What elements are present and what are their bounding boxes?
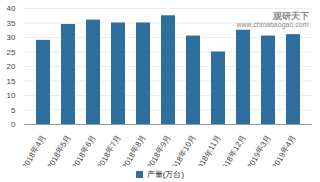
- svg-text:5: 5: [11, 106, 16, 115]
- svg-text:2018年8月: 2018年8月: [121, 133, 148, 166]
- svg-text:2018年6月: 2018年6月: [71, 133, 98, 166]
- svg-text:2018年11月: 2018年11月: [194, 133, 223, 166]
- svg-text:2019年3月: 2019年3月: [246, 133, 273, 166]
- svg-text:10: 10: [7, 91, 16, 100]
- svg-text:2018年4月: 2018年4月: [21, 133, 48, 166]
- svg-text:2018年12月: 2018年12月: [218, 133, 247, 166]
- svg-text:2018年10月: 2018年10月: [168, 133, 197, 166]
- svg-text:2019年4月: 2019年4月: [271, 133, 298, 166]
- svg-text:15: 15: [7, 77, 16, 86]
- svg-text:2018年5月: 2018年5月: [46, 133, 73, 166]
- svg-text:2018年9月: 2018年9月: [146, 133, 173, 166]
- svg-text:30: 30: [7, 33, 16, 42]
- svg-text:观研天下: 观研天下: [272, 11, 309, 21]
- svg-text:2018年7月: 2018年7月: [96, 133, 123, 166]
- svg-text:0: 0: [11, 120, 16, 129]
- svg-text:25: 25: [7, 48, 16, 57]
- svg-text:20: 20: [7, 62, 16, 71]
- svg-text:www.chinabaogao.com: www.chinabaogao.com: [236, 21, 309, 29]
- html-text:产量(万台): 产量(万台): [146, 169, 185, 179]
- svg-text:40: 40: [7, 4, 16, 13]
- svg-text:35: 35: [7, 19, 16, 28]
